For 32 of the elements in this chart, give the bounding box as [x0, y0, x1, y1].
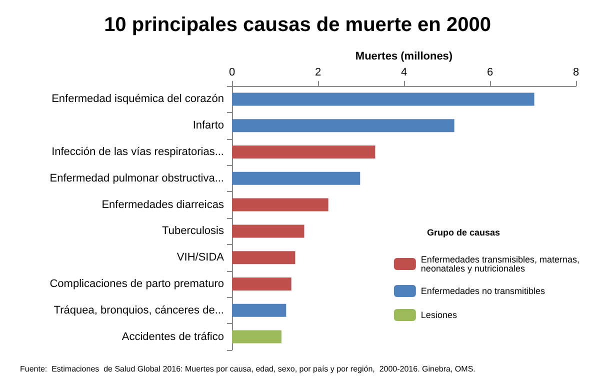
x-axis-title: Muertes (millones) — [355, 50, 453, 62]
bar — [232, 330, 282, 344]
y-tick-label: Tráquea, bronquios, cánceres de... — [54, 304, 224, 316]
chart-title: 10 principales causas de muerte en 2000 — [104, 14, 491, 36]
y-tick-label: Enfermedades diarreicas — [102, 198, 224, 211]
y-tick-label: Enfermedad isquémica del corazón — [52, 93, 224, 106]
bar — [232, 304, 286, 317]
y-tick-label: Complicaciones de parto prematuro — [50, 278, 224, 290]
bar — [232, 172, 360, 185]
y-tick-label: Enfermedad pulmonar obstructiva... — [50, 172, 224, 184]
bar — [232, 278, 292, 290]
source-note: Fuente: Estimaciones de Salud Global 2016: Muertes por causa, edad, sexo, por país y por región, 2000-2016. Ginebra, OMS. — [20, 364, 476, 374]
legend-title: Grupo de causas — [426, 228, 500, 238]
x-tick-label: 4 — [400, 66, 408, 78]
x-tick-label: 6 — [486, 66, 494, 78]
x-tick-label: 8 — [572, 66, 580, 78]
y-tick-label: Accidentes de tráfico — [122, 330, 224, 343]
legend-label: Enfermedades no transmitibles — [420, 286, 546, 296]
y-tick-label: Infarto — [192, 120, 224, 132]
x-tick-label: 2 — [314, 66, 322, 78]
bar — [232, 224, 304, 238]
bar — [232, 119, 454, 132]
bar — [232, 92, 534, 106]
y-tick-label: Tuberculosis — [162, 225, 224, 238]
bar — [232, 198, 328, 212]
y-tick-label: Infección de las vías respiratorias... — [52, 146, 224, 158]
y-tick-label: VIH/SIDA — [176, 252, 225, 264]
bar — [232, 251, 296, 264]
legend-label: Enfermedades transmisibles, maternas, neonatales y nutricionales — [420, 254, 582, 274]
bar — [232, 146, 376, 158]
x-tick-label: 0 — [228, 66, 236, 78]
legend-label: Lesiones — [420, 310, 458, 320]
